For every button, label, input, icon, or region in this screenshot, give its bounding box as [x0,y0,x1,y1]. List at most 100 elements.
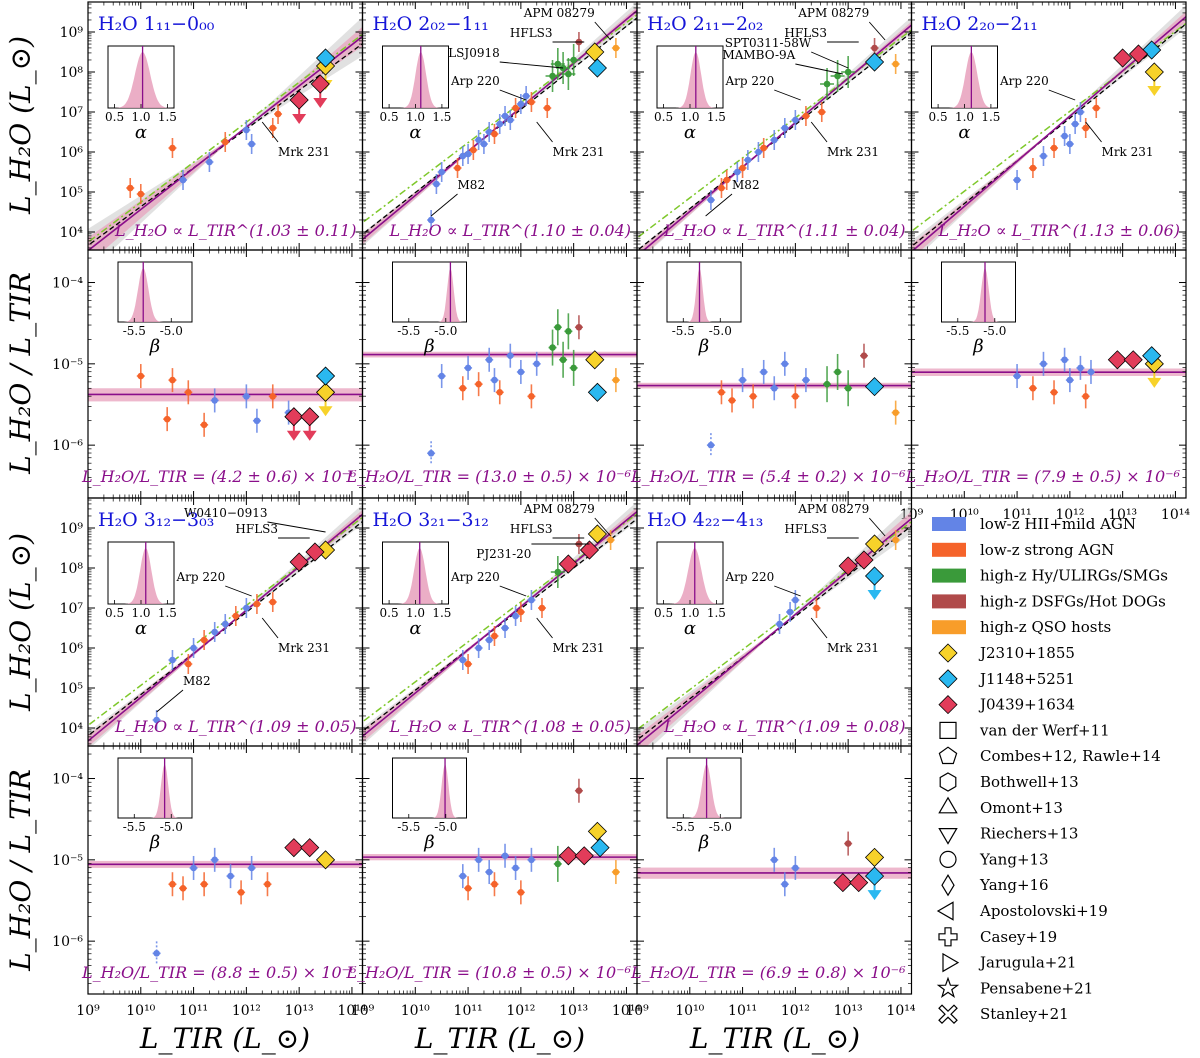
y-tick-label: 10⁸ [60,65,84,81]
y-tick-label: 10⁻⁵ [52,357,83,373]
y-axis-title: L_H₂O / L_TIR [4,769,37,972]
data-point [792,393,799,400]
data-point [612,868,620,876]
y-tick-label: 10⁶ [60,145,84,161]
special-marker [1128,44,1149,64]
x-tick-label: 10¹⁰ [675,1003,704,1019]
panel-title: H₂O 3₂₁−3₁₂ [373,509,489,531]
data-point [169,880,176,888]
legend-hexagon-marker [939,772,957,792]
data-point [1061,356,1068,364]
legend-label: J2310+1855 [978,644,1075,662]
inset-tick-label: 0.5 [105,606,124,620]
beta-symbol: β [423,832,434,853]
annotation-leader [536,121,553,143]
y-tick-label: 10⁹ [60,25,84,41]
annotation-leader [811,51,849,69]
data-point [739,164,746,172]
data-point [179,176,187,184]
annotation-leader [774,89,801,101]
fit-relation-label: L_H₂O ∝ L_TIR^(1.09 ± 0.05) [114,717,357,736]
data-point [1066,376,1074,384]
luminosity-panel-5 [362,501,637,746]
best-fit-line [362,510,637,738]
data-point [501,112,509,120]
data-point [491,632,498,640]
data-point [549,72,556,80]
inset-histogram [669,268,739,322]
inset-histogram [384,548,447,604]
special-marker [310,74,330,94]
data-point [512,864,519,872]
data-point [496,120,504,128]
data-point [243,126,250,134]
special-marker [854,550,874,570]
inset-tick-label: 0.5 [380,110,399,124]
panel-title: H₂O 1₁₁−0₀₀ [98,13,215,35]
special-marker [587,524,607,544]
legend-label: Pensabene+21 [980,979,1093,997]
annotation-label: Arp 220 [175,570,225,584]
y-tick-label: 10⁻⁴ [52,772,83,788]
data-point [211,397,218,404]
annotation-label: M82 [458,178,486,192]
inset-tick-label: -5.5 [946,324,969,338]
beta-symbol: β [698,832,709,853]
x-tick-label: 10¹¹ [179,1003,208,1019]
legend-pentagon-marker [938,746,958,765]
x-tick-label: 10¹² [232,1003,261,1019]
reference-relation-line [637,520,912,731]
data-point [570,364,577,372]
legend-diamond-marker [938,669,958,689]
ratio-panel-0 [88,388,363,402]
data-point [834,368,841,376]
data-point [269,124,277,132]
inset-tick-label: 1.0 [406,110,425,124]
data-point [749,393,757,400]
special-marker [849,873,869,893]
legend-label: Bothwell+13 [980,773,1079,791]
data-point [1050,388,1058,396]
y-tick-label: 10⁻⁶ [52,438,83,454]
special-marker [284,838,304,858]
data-point [274,110,282,118]
data-point [517,100,525,108]
data-point [1029,164,1037,172]
data-point [485,868,493,876]
inset-tick-label: 1.5 [432,110,451,124]
reference-relation-line [911,22,1186,233]
data-point [538,604,546,612]
alpha-symbol: α [409,618,421,639]
special-marker [833,873,853,893]
annotation-label: M82 [732,178,760,192]
special-marker [579,540,600,560]
special-marker [587,58,607,78]
data-point [554,568,562,576]
x-tick-label: 10¹³ [559,1003,588,1019]
data-point [491,376,498,384]
data-point [739,376,746,384]
ratio-relation-label: L_H₂O/L_TIR = (7.9 ± 0.5) × 10⁻⁶ [905,467,1181,486]
inset-tick-label: -5.0 [709,324,732,338]
legend-label: high-z Hy/ULIRGs/SMGs [980,567,1168,585]
data-point [1077,108,1084,116]
inset-tick-label: -5.0 [983,324,1006,338]
data-point [464,660,472,668]
inset-histogram [943,268,1014,322]
annotation-label: Arp 220 [724,570,774,584]
inset-histogram [933,52,996,108]
legend-patch [932,542,966,557]
data-point [1087,368,1095,376]
inset-histogram [669,764,739,818]
data-point [1066,140,1074,148]
x-tick-label: 10¹⁴ [612,1003,641,1019]
inset-tick-label: 0.5 [654,606,673,620]
inset-histogram [659,52,721,108]
annotation-label: Mrk 231 [1102,145,1154,159]
y-tick-label: 10⁵ [60,185,84,201]
legend-circle-marker [939,850,957,869]
data-point [184,388,192,396]
data-point [844,840,852,847]
data-point [802,376,810,384]
data-point [528,596,535,604]
